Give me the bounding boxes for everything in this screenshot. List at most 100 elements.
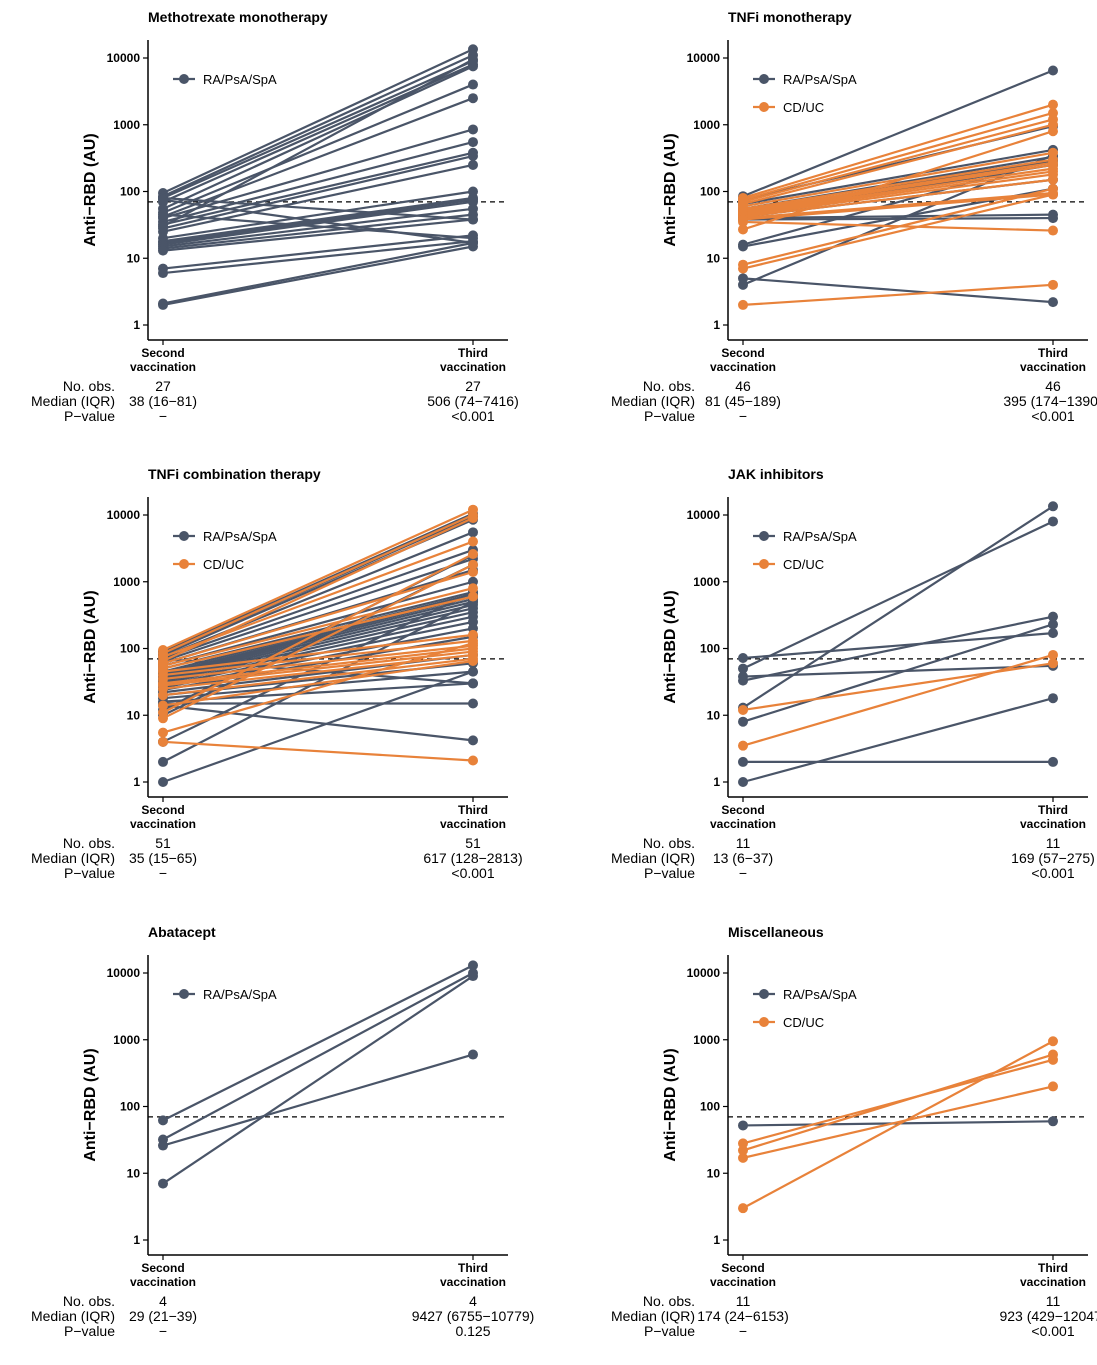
y-tick-label: 100 [700,642,720,656]
legend-key-point [179,989,189,999]
data-point [738,241,748,252]
legend-key-point [759,74,769,84]
y-tick-label: 1 [133,775,140,789]
series-line [162,48,474,194]
x-tick-label: vaccination [130,360,196,374]
y-tick-label: 10 [707,1166,721,1180]
legend-key-point [179,559,189,569]
y-tick-label: 10000 [687,966,721,980]
stats-value-third: 11 [1046,1293,1061,1309]
series-line [162,65,474,210]
stats-value-third: <0.001 [1031,408,1074,424]
series-line [162,670,474,784]
stats-value-third: 0.125 [455,1323,490,1339]
series-line [742,111,1054,201]
stats-value-third: <0.001 [1031,865,1074,881]
data-point [468,583,478,594]
series-line [742,173,1054,217]
chart-svg: TNFi monotherapy Anti−RBD (AU) 1 10 100 1000 1… [611,9,1097,424]
data-point [468,549,478,560]
series-line [162,196,474,243]
stats-value-second: − [739,865,747,881]
data-point [468,214,478,225]
series-line [742,161,1054,212]
chart-svg: Methotrexate monotherapy Anti−RBD (AU) 1 10… [31,9,519,424]
y-tick-label: 10 [127,1166,141,1180]
x-tick-label: Second [141,1261,184,1275]
y-tick-label: 100 [700,185,720,199]
series-line [742,283,1054,307]
y-tick-label: 10 [127,251,141,265]
x-tick-label: Second [141,346,184,360]
series-line [162,163,474,233]
stats-value-third: 27 [465,378,481,394]
stats-row-label: No. obs. [643,378,695,394]
data-point [468,566,478,577]
x-tick-label: Third [1038,346,1068,360]
stats-value-second: − [739,408,747,424]
series-line [162,570,474,665]
series-line [742,130,1054,231]
x-tick-label: vaccination [710,1275,776,1289]
y-axis-label: Anti−RBD (AU) [662,133,679,246]
series-line [162,647,474,685]
series-line [742,213,1054,220]
data-point [738,740,748,751]
series-line [162,196,474,221]
y-tick-label: 1000 [693,1033,720,1047]
stats-value-third: 46 [1045,378,1061,394]
stats-row-label: No. obs. [63,835,115,851]
stats-value-third: 506 (74−7416) [427,393,518,409]
y-tick-label: 100 [120,642,140,656]
data-point [1048,65,1058,76]
data-point [1048,189,1058,200]
series-line [742,1120,1054,1127]
series-line [742,178,1054,218]
data-point [158,756,168,767]
stats-row-label: P−value [64,408,115,424]
series-line [742,170,1054,216]
series-line [162,633,474,673]
legend-key-point [179,74,189,84]
series-line [162,60,474,199]
series-line [162,557,474,663]
y-axis-label: Anti−RBD (AU) [82,590,99,703]
data-point [738,663,748,674]
chart-svg: Miscellaneous Anti−RBD (AU) 1 10 100 1000 1000… [611,924,1097,1339]
series-line [742,632,1054,660]
data-point [468,79,478,90]
series-line [742,187,1054,266]
chart-title: TNFi monotherapy [728,9,852,25]
data-point [468,638,478,649]
y-axis-label: Anti−RBD (AU) [662,1048,679,1161]
series-line [742,103,1054,200]
stats-value-second: 46 [735,378,751,394]
chart-panel: TNFi monotherapy Anti−RBD (AU) 1 10 100 1000 1… [580,0,1097,450]
data-point [1048,1036,1058,1047]
data-point [158,1140,168,1151]
legend-key-point [759,1017,769,1027]
legend-label: CD/UC [203,557,244,572]
stats-value-third: <0.001 [451,408,494,424]
stats-row-label: Median (IQR) [611,1308,695,1324]
stats-row-label: Median (IQR) [31,850,115,866]
legend-label: RA/PsA/SpA [203,72,277,87]
data-point [468,678,478,689]
series-line [742,148,1054,206]
y-tick-label: 1 [133,318,140,332]
series-line [162,740,474,762]
stats-value-third: 4 [469,1293,477,1309]
series-line [162,553,474,714]
data-point [1048,213,1058,224]
legend-key-point [759,989,769,999]
chart-title: Abatacept [148,924,216,940]
data-point [1048,756,1058,767]
data-point [158,299,168,310]
stats-value-third: 169 (57−275) [1011,850,1095,866]
series-line [742,167,1054,214]
data-point [1048,693,1058,704]
data-point [468,735,478,746]
chart-title: Methotrexate monotherapy [148,9,328,25]
y-tick-label: 1000 [113,118,140,132]
data-point [158,1178,168,1189]
